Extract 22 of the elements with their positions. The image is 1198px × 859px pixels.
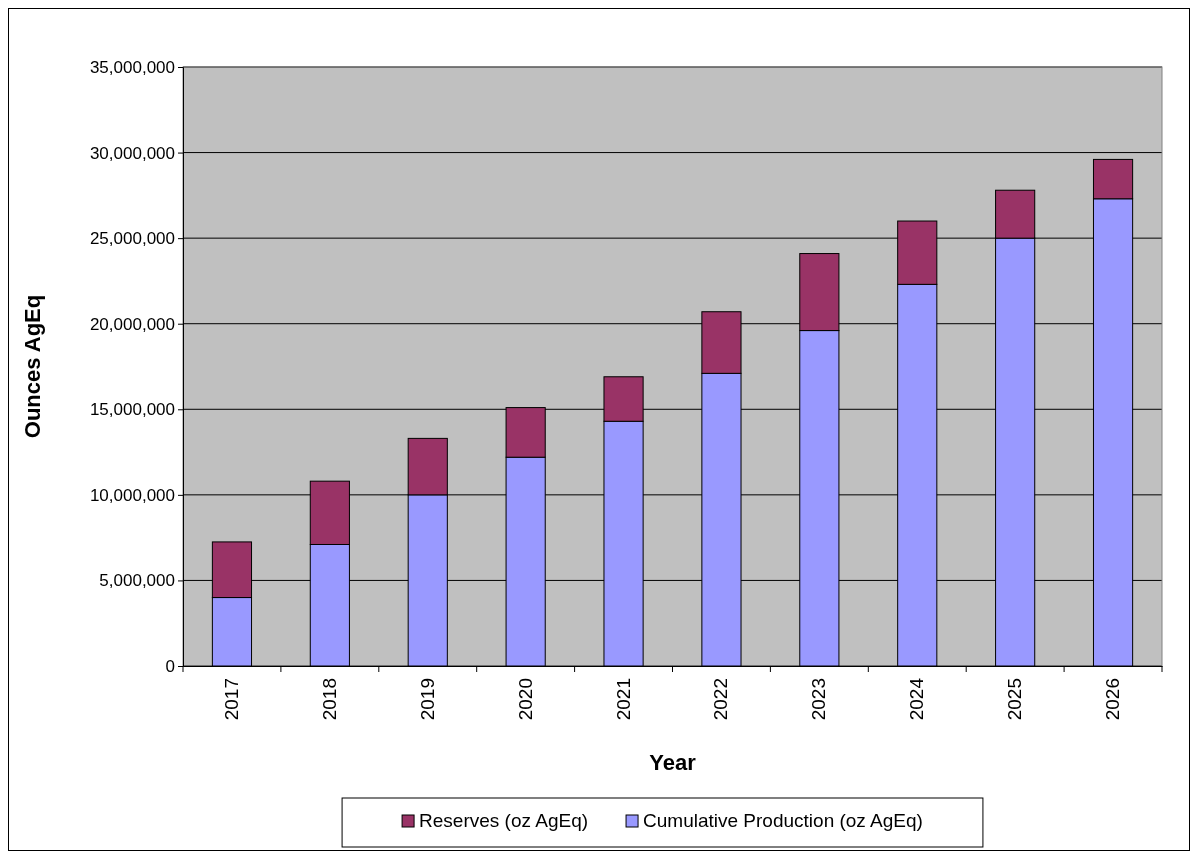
x-tick-label: 2026 xyxy=(1102,678,1124,721)
y-tick-label: 20,000,000 xyxy=(89,314,175,334)
x-tick-label: 2019 xyxy=(416,678,438,721)
y-axis-title: Ounces AgEq xyxy=(20,294,45,439)
x-tick-label: 2021 xyxy=(612,678,634,721)
x-tick-label: 2025 xyxy=(1004,678,1026,721)
y-tick-label: 25,000,000 xyxy=(89,229,175,249)
y-tick-label: 15,000,000 xyxy=(89,400,175,420)
x-tick-label: 2017 xyxy=(220,678,242,721)
x-tick-label: 2022 xyxy=(710,678,732,721)
x-axis-title: Year xyxy=(649,750,697,775)
x-tick-label: 2024 xyxy=(906,677,928,721)
y-tick-label: 35,000,000 xyxy=(89,57,175,77)
y-tick-label: 10,000,000 xyxy=(89,485,175,505)
x-tick-label: 2018 xyxy=(318,678,340,721)
y-tick-label: 5,000,000 xyxy=(99,571,175,591)
legend-label: Cumulative Production (oz AgEq) xyxy=(643,810,923,831)
y-tick-label: 0 xyxy=(165,656,175,676)
legend-label: Reserves (oz AgEq) xyxy=(419,810,589,831)
y-tick-label: 30,000,000 xyxy=(89,143,175,163)
x-tick-label: 2023 xyxy=(808,678,830,721)
x-tick-label: 2020 xyxy=(514,678,536,721)
